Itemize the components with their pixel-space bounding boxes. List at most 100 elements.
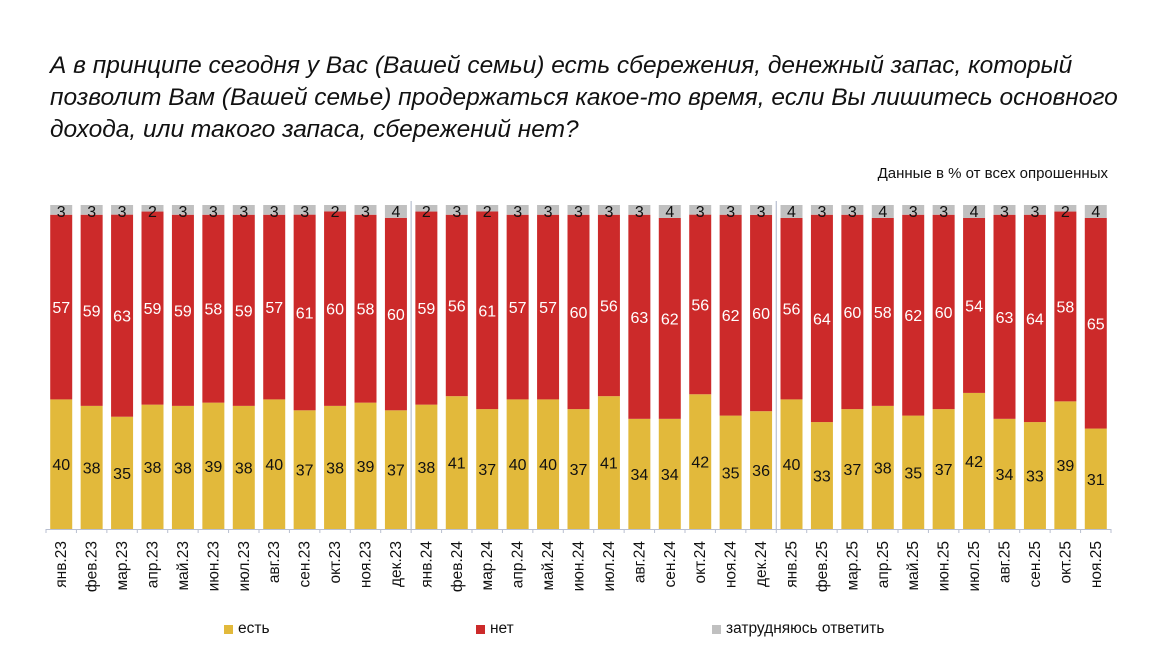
bar-segment-zatr — [902, 205, 925, 215]
bar-segment-est — [1054, 401, 1077, 529]
bar-segment-zatr — [963, 205, 986, 218]
data-label-est: 37 — [478, 462, 496, 479]
bar-segment-est — [111, 416, 134, 529]
bar-segment-est — [293, 410, 316, 529]
data-label-est: 38 — [144, 460, 162, 477]
bar-segment-zatr — [324, 205, 347, 212]
bar-segment-zatr — [993, 205, 1016, 215]
data-label-net: 57 — [52, 300, 70, 317]
x-tick-label: янв.23 — [53, 541, 70, 588]
bar-segment-zatr — [293, 205, 316, 215]
bar-segment-est — [141, 404, 164, 529]
data-label-zatr: 3 — [513, 204, 522, 221]
data-label-est: 38 — [235, 460, 253, 477]
data-label-zatr: 2 — [483, 204, 492, 221]
bar-segment-zatr — [1023, 205, 1046, 215]
data-label-zatr: 3 — [1000, 204, 1009, 221]
data-label-zatr: 4 — [878, 204, 887, 221]
bar-segment-est — [171, 405, 194, 529]
bar-segment-est — [780, 399, 803, 529]
bar-segment-est — [567, 409, 590, 529]
bar-segment-est — [537, 399, 560, 529]
data-label-net: 60 — [570, 305, 588, 322]
data-label-net: 62 — [904, 308, 922, 325]
data-label-net: 60 — [752, 306, 770, 323]
data-label-zatr: 3 — [452, 204, 461, 221]
x-tick-label: янв.25 — [784, 541, 801, 588]
data-label-zatr: 4 — [391, 204, 400, 221]
data-label-zatr: 3 — [635, 204, 644, 221]
bar-segment-est — [445, 396, 468, 529]
bar-segment-est — [597, 396, 620, 529]
x-tick-label: мар.25 — [844, 541, 861, 590]
bar-segment-zatr — [750, 205, 773, 215]
x-tick-label: дек.23 — [388, 541, 405, 587]
bar-segment-est — [719, 415, 742, 529]
x-tick-label: ноя.24 — [723, 541, 740, 589]
data-label-est: 40 — [783, 457, 801, 474]
data-label-est: 37 — [843, 462, 861, 479]
bar-segment-est — [415, 404, 438, 529]
data-label-net: 56 — [691, 297, 709, 314]
data-label-zatr: 3 — [87, 204, 96, 221]
legend-label-zatr: затрудняюсь ответить — [726, 620, 885, 637]
bar-segment-est — [476, 409, 499, 529]
x-tick-label: июл.24 — [601, 541, 618, 592]
bar-segment-zatr — [1054, 205, 1077, 212]
data-label-net: 57 — [539, 300, 557, 317]
data-labels-layer: 4057338593356333859238593395833859340573… — [52, 204, 1104, 489]
data-label-zatr: 3 — [817, 204, 826, 221]
bar-segment-est — [354, 402, 377, 529]
data-label-zatr: 3 — [361, 204, 370, 221]
bar-segment-net — [111, 214, 134, 417]
bar-segment-est — [80, 405, 103, 529]
legend: есть нет затрудняюсь ответить — [0, 620, 1176, 644]
data-label-zatr: 3 — [696, 204, 705, 221]
bar-segment-net — [80, 214, 103, 406]
data-label-est: 35 — [904, 465, 922, 482]
data-label-est: 41 — [448, 456, 466, 473]
bar-segment-est — [628, 418, 651, 529]
data-label-net: 59 — [144, 301, 162, 318]
data-label-est: 35 — [722, 465, 740, 482]
legend-label-net: нет — [490, 620, 514, 637]
bar-segment-zatr — [476, 205, 499, 212]
data-label-net: 57 — [265, 300, 283, 317]
x-tick-label: июл.23 — [236, 541, 253, 592]
data-label-est: 34 — [996, 467, 1014, 484]
x-tick-label: май.24 — [540, 541, 557, 591]
bar-segment-zatr — [445, 205, 468, 215]
data-label-est: 40 — [539, 457, 557, 474]
bar-segment-est — [963, 392, 986, 529]
data-label-est: 37 — [387, 463, 405, 480]
bar-segment-zatr — [932, 205, 955, 215]
data-label-net: 59 — [83, 303, 101, 320]
data-label-zatr: 3 — [239, 204, 248, 221]
data-label-est: 31 — [1087, 472, 1105, 489]
bar-segment-zatr — [202, 205, 225, 215]
bar-segment-net — [1023, 214, 1046, 423]
bar-segment-net — [658, 217, 681, 419]
data-label-net: 61 — [478, 303, 496, 320]
bar-segment-net — [567, 214, 590, 410]
bar-segment-zatr — [171, 205, 194, 215]
data-label-est: 39 — [204, 459, 222, 476]
data-label-est: 42 — [965, 454, 983, 471]
bar-segment-est — [1084, 428, 1107, 529]
bar-segment-net — [537, 214, 560, 400]
bar-segment-net — [384, 217, 407, 411]
bar-segment-zatr — [384, 205, 407, 218]
bar-segment-net — [50, 214, 73, 400]
bar-segment-net — [232, 214, 255, 406]
x-tick-label: авг.25 — [997, 541, 1014, 583]
x-tick-label: мар.24 — [479, 541, 496, 591]
x-tick-label: май.25 — [905, 541, 922, 590]
x-tick-label: сен.23 — [297, 541, 314, 587]
data-label-net: 57 — [509, 300, 527, 317]
bar-segment-net — [932, 214, 955, 410]
bar-segment-net — [445, 214, 468, 397]
bar-segment-net — [1054, 211, 1077, 402]
x-tick-label: авг.23 — [266, 541, 283, 583]
bar-segment-net — [597, 214, 620, 397]
bar-segment-zatr — [50, 205, 73, 215]
